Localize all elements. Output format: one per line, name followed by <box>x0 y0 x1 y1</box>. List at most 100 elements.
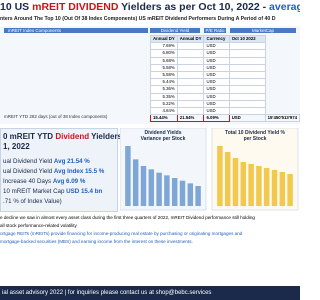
summary-item: .71 % of Index Value) <box>3 197 104 207</box>
table-cell <box>176 63 205 72</box>
title-part: 10 US <box>0 1 33 13</box>
table-cell <box>176 78 205 87</box>
bar <box>164 175 170 206</box>
table-cell <box>228 106 266 116</box>
table-cell <box>228 56 266 65</box>
table-cell: USD <box>203 49 230 58</box>
bar <box>132 159 139 206</box>
summary-title: 0 mREIT YTD Dividend Yielders per <box>3 132 137 141</box>
bar <box>156 172 162 206</box>
table-footnote: mREIT YTD 282 days (out of 38 Index comp… <box>4 114 108 119</box>
summary-title-part: Dividend <box>55 132 90 141</box>
summary-item: ual Dividend Yield Avg Index 15.5 % <box>3 167 104 177</box>
summary-value: Avg 6.09 % <box>52 178 86 185</box>
summary-label: ual Dividend Yield <box>3 158 54 165</box>
bar <box>271 170 278 206</box>
bar <box>195 186 201 206</box>
table-body: Annual DY Annual DY Currency Oct 10 2022 7.6… <box>150 34 300 123</box>
bar <box>125 146 131 206</box>
bar <box>287 174 293 206</box>
chart-title: Total 10 Dividend Yield % <box>225 130 285 136</box>
body-line: e decline we saw in almost every asset c… <box>0 215 255 220</box>
table-cell: 5.44% <box>150 78 178 87</box>
summary-value: Avg 21.54 % <box>53 158 90 165</box>
table-cell <box>228 85 266 94</box>
table-head: P/E Ratio <box>204 28 226 33</box>
table-cell <box>176 106 205 116</box>
table-cell: 5.68% <box>150 56 178 65</box>
summary-item: 10 mREIT Market Cap USD 15.4 bn <box>3 187 104 197</box>
summary-item: Increase 40 Days Avg 6.09 % <box>3 177 104 187</box>
table-cell <box>228 63 266 72</box>
table-row: 5.35% USD <box>150 92 300 101</box>
body-line: ortgage REITs (mREITs) provide financing… <box>0 231 243 236</box>
summary-label: 10 mREIT Market Cap <box>3 188 67 195</box>
table-row: 7.69% USD <box>150 42 300 51</box>
table-subhead: Annual DY <box>150 34 178 44</box>
bar <box>217 146 223 206</box>
table-cell: USD <box>203 106 230 116</box>
chart-subtitle: Variance per Stock <box>141 136 186 142</box>
table-head: mREIT Index Components <box>4 28 148 33</box>
table-cell: 5.22% <box>150 99 178 108</box>
table-cell: USD <box>203 63 230 72</box>
bar <box>224 152 231 206</box>
body-line: mortgage-backed securities (MBS) and ear… <box>0 239 193 244</box>
table-row: 5.58% USD <box>150 63 300 72</box>
table-cell <box>176 70 205 80</box>
chart-title: Dividend Yields <box>145 130 182 136</box>
bar <box>148 169 155 206</box>
table-cell <box>176 56 205 65</box>
table-row: 5.36% USD <box>150 85 300 94</box>
title-part: averaged at 21.5 <box>269 1 300 13</box>
bar <box>232 158 239 206</box>
table-total: 21.54% <box>176 114 205 123</box>
table-total: 6.09% <box>203 114 230 123</box>
summary-label: ual Dividend Yield <box>3 168 54 175</box>
table-row: 5.58% USD <box>150 70 300 80</box>
summary-title-part: Yielders per <box>89 132 137 141</box>
table-cell <box>228 70 266 80</box>
bar <box>279 172 286 206</box>
table-cell: 7.69% <box>150 42 178 51</box>
table-cell: USD <box>203 99 230 108</box>
table-cell <box>176 42 205 51</box>
table-cell <box>176 92 205 101</box>
table-cell: USD <box>203 42 230 51</box>
table-cell <box>228 92 266 101</box>
summary-list: ual Dividend Yield Avg 21.54 % ual Divide… <box>3 157 104 207</box>
table-total-row: 15.44% 21.54% 6.09% USD 15'450'513'974 <box>150 114 300 123</box>
table-cell: 5.58% <box>150 70 178 80</box>
table-cell <box>228 42 266 51</box>
table-cell: 5.36% <box>150 85 178 94</box>
table-cell: 5.35% <box>150 92 178 101</box>
table-cell: USD <box>203 92 230 101</box>
table-subhead: Annual DY <box>176 34 205 44</box>
table-total: USD <box>228 114 266 123</box>
body-line: all stock performance-related volatility <box>0 223 77 228</box>
table-total: 15'450'513'974 <box>264 114 300 123</box>
table-row: 5.22% USD <box>150 99 300 108</box>
table-row: 4.84% USD <box>150 106 300 116</box>
table-cell <box>228 49 266 58</box>
table-row: 5.68% USD <box>150 56 300 65</box>
bar <box>263 168 270 206</box>
data-table: Annual DY Annual DY Currency Oct 10 2022 7.6… <box>150 34 300 123</box>
table-head: MarketCap <box>230 28 296 33</box>
table-total: 15.44% <box>150 114 178 123</box>
table-subhead: Currency <box>203 34 230 44</box>
summary-label: .71 % of Index Value) <box>3 198 62 205</box>
table-cell <box>176 49 205 58</box>
summary-value: Avg Index 15.5 % <box>53 168 105 175</box>
table-cell <box>176 99 205 108</box>
table-subhead-row: Annual DY Annual DY Currency Oct 10 2022 <box>150 34 300 44</box>
table-cell <box>176 85 205 94</box>
summary-title: 1, 2022 <box>3 142 30 151</box>
table-head: Dividend Yield <box>150 28 200 33</box>
title-part: Yielders as per Oct 10, 2022 - <box>118 1 270 13</box>
summary-box: 0 mREIT YTD Dividend Yielders per 1, 202… <box>0 128 137 212</box>
table-row: 5.44% USD <box>150 78 300 87</box>
bar <box>140 166 147 206</box>
page: 10 US mREIT DIVIDEND Yielders as per Oct… <box>0 1 300 300</box>
